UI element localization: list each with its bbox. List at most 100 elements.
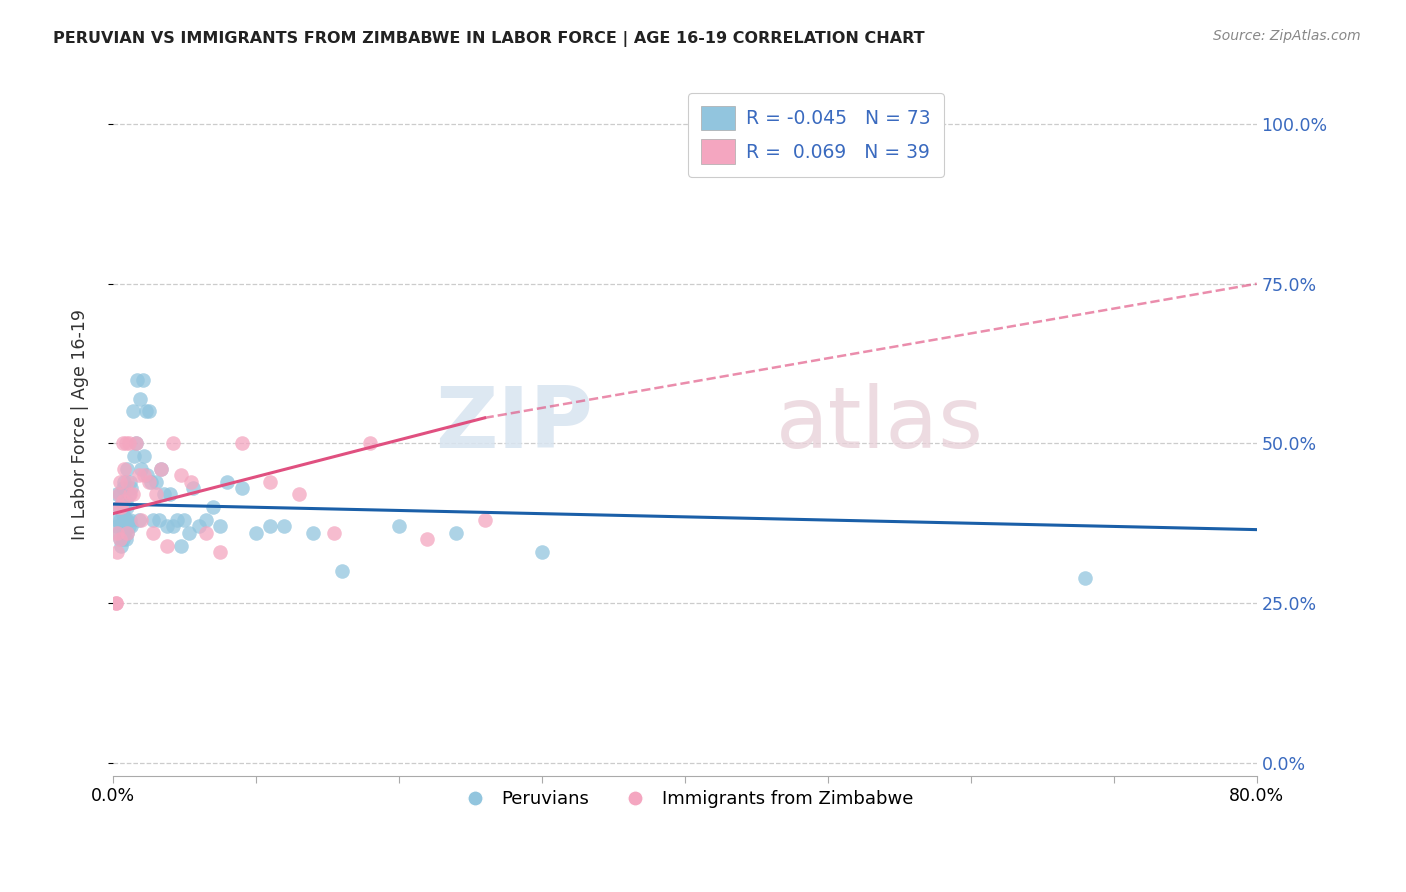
Point (112, 513, 135, 527)
Point (112, 500, 135, 515)
Point (127, 372, 149, 386)
Point (201, 500, 224, 515)
Point (259, 475, 281, 489)
Point (115, 525, 138, 540)
Point (110, 500, 132, 515)
Point (416, 532, 439, 546)
Point (107, 525, 129, 540)
Point (136, 468, 159, 483)
Point (166, 513, 188, 527)
Point (114, 436, 136, 450)
Point (107, 500, 129, 515)
Point (128, 468, 150, 483)
Point (145, 475, 167, 489)
Point (111, 507, 134, 521)
Point (115, 513, 138, 527)
Point (114, 513, 136, 527)
Point (125, 436, 148, 450)
Point (111, 494, 134, 508)
Point (131, 462, 153, 476)
Point (117, 519, 139, 533)
Point (120, 519, 142, 533)
Point (150, 462, 173, 476)
Point (114, 532, 136, 546)
Point (273, 519, 295, 533)
Point (287, 487, 309, 501)
Point (108, 513, 131, 527)
Point (177, 525, 200, 540)
Point (138, 475, 160, 489)
Point (110, 500, 132, 515)
Point (134, 468, 156, 483)
Point (132, 372, 155, 386)
Point (105, 545, 128, 559)
Point (302, 525, 325, 540)
Point (187, 519, 209, 533)
Point (134, 449, 156, 463)
Point (156, 519, 179, 533)
Point (181, 481, 204, 495)
Point (108, 487, 131, 501)
Point (111, 481, 134, 495)
Point (170, 468, 193, 483)
Point (112, 475, 135, 489)
Point (170, 539, 193, 553)
Point (112, 525, 135, 540)
Point (138, 404, 160, 418)
Point (114, 494, 136, 508)
Point (194, 525, 217, 540)
Point (145, 487, 167, 501)
Point (323, 525, 346, 540)
Text: PERUVIAN VS IMMIGRANTS FROM ZIMBABWE IN LABOR FORCE | AGE 16-19 CORRELATION CHAR: PERUVIAN VS IMMIGRANTS FROM ZIMBABWE IN … (53, 31, 925, 47)
Point (118, 475, 141, 489)
Point (141, 475, 163, 489)
Point (156, 539, 179, 553)
Point (128, 513, 150, 527)
Point (105, 487, 128, 501)
Point (209, 519, 232, 533)
Point (142, 513, 165, 527)
Point (108, 532, 131, 546)
Point (110, 539, 132, 553)
Point (142, 525, 165, 540)
Point (125, 436, 148, 450)
Point (115, 500, 138, 515)
Point (108, 475, 131, 489)
Point (104, 596, 127, 610)
Text: Source: ZipAtlas.com: Source: ZipAtlas.com (1213, 29, 1361, 43)
Point (108, 532, 131, 546)
Point (245, 525, 267, 540)
Point (118, 487, 141, 501)
Point (148, 513, 170, 527)
Point (129, 392, 152, 406)
Point (122, 487, 145, 501)
Point (115, 525, 138, 540)
Point (388, 519, 411, 533)
Point (131, 513, 153, 527)
Point (115, 462, 138, 476)
Point (444, 525, 467, 540)
Point (105, 519, 128, 533)
Text: atlas: atlas (776, 383, 984, 466)
Text: ZIP: ZIP (436, 383, 593, 466)
Point (194, 513, 217, 527)
Point (122, 404, 145, 418)
Point (111, 519, 134, 533)
Y-axis label: In Labor Force | Age 16-19: In Labor Force | Age 16-19 (72, 309, 89, 540)
Point (530, 545, 553, 559)
Legend: Peruvians, Immigrants from Zimbabwe: Peruvians, Immigrants from Zimbabwe (450, 783, 921, 815)
Point (1074, 570, 1097, 584)
Point (474, 513, 496, 527)
Point (135, 404, 157, 418)
Point (105, 525, 128, 540)
Point (115, 475, 138, 489)
Point (104, 596, 127, 610)
Point (111, 436, 134, 450)
Point (209, 545, 232, 559)
Point (153, 487, 176, 501)
Point (117, 487, 139, 501)
Point (112, 462, 135, 476)
Point (117, 436, 139, 450)
Point (217, 475, 239, 489)
Point (105, 513, 128, 527)
